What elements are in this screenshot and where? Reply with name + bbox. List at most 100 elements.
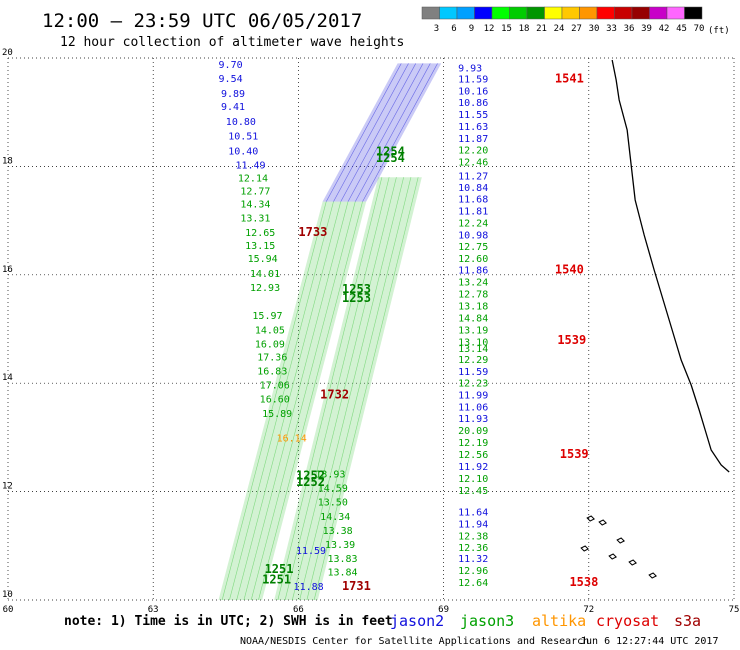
pass-time-label: 1540 bbox=[555, 263, 584, 277]
legend-entry-jason3: jason3 bbox=[460, 612, 514, 630]
pass-time-label: 1733 bbox=[298, 225, 327, 239]
color-scale-swatch bbox=[614, 6, 633, 20]
track-line bbox=[299, 177, 404, 601]
swh-value: 12.19 bbox=[458, 438, 488, 449]
island-shape bbox=[598, 519, 608, 526]
swh-value: 12.56 bbox=[458, 450, 488, 461]
swh-value: 12.36 bbox=[458, 543, 488, 554]
island-shape bbox=[616, 537, 626, 544]
color-scale-swatch bbox=[579, 6, 598, 20]
swh-value: 16.83 bbox=[257, 367, 287, 378]
footer-timestamp: Jun 6 12:27:44 UTC 2017 bbox=[580, 636, 718, 647]
track-line bbox=[284, 177, 390, 601]
color-scale-label: 70 bbox=[694, 24, 705, 34]
swh-value: 12.29 bbox=[458, 355, 488, 366]
track-line bbox=[229, 201, 334, 601]
swh-value: 9.89 bbox=[221, 89, 245, 100]
color-scale-label: 9 bbox=[469, 24, 474, 34]
track-line bbox=[313, 177, 419, 601]
swh-value: 11.92 bbox=[458, 462, 488, 473]
swh-value: 12.46 bbox=[458, 157, 488, 168]
swh-value: 12.65 bbox=[245, 228, 275, 239]
color-scale-swatch bbox=[421, 6, 440, 20]
swh-value: 11.64 bbox=[458, 507, 488, 518]
swh-value: 12.96 bbox=[458, 566, 488, 577]
swh-value: 13.10 bbox=[458, 337, 488, 348]
swh-value: 13.93 bbox=[315, 470, 345, 481]
y-tick-label: 16 bbox=[2, 265, 13, 275]
swh-value: 11.99 bbox=[458, 390, 488, 401]
swh-value: 13.24 bbox=[458, 278, 488, 289]
grid-lines bbox=[7, 57, 735, 601]
track-line bbox=[221, 201, 327, 601]
color-scale-swatch bbox=[526, 6, 545, 20]
data-points: 9.70 9.54 9.89 9.41 10.80 10.51 10.40 11.49 11.8… bbox=[219, 60, 599, 593]
color-scale-label: 21 bbox=[536, 24, 547, 34]
swh-value: 11.63 bbox=[458, 122, 488, 133]
pass-time-label: 1252 bbox=[296, 475, 325, 489]
swh-value: 11.59 bbox=[296, 546, 326, 557]
swh-value: 13.15 bbox=[245, 241, 275, 252]
track-line bbox=[340, 63, 417, 202]
swh-value: 12.78 bbox=[458, 290, 488, 301]
pass-time-label: 1251 bbox=[265, 562, 294, 576]
swh-value: 12.14 bbox=[238, 174, 268, 185]
color-scale-swatch bbox=[456, 6, 475, 20]
color-scale-swatch bbox=[561, 6, 580, 20]
color-scale-label: 39 bbox=[641, 24, 652, 34]
swh-value: 10.86 bbox=[458, 98, 488, 109]
x-tick-label: 63 bbox=[148, 605, 159, 615]
legend-entry-s3a: s3a bbox=[674, 612, 701, 630]
swh-value: 11.32 bbox=[458, 554, 488, 565]
island-shape bbox=[628, 559, 638, 566]
color-scale-swatch bbox=[474, 6, 493, 20]
track-bands bbox=[218, 63, 442, 601]
track-line bbox=[325, 63, 402, 202]
color-scale: 3 6 9 12 15 18 21 24 27 30 33 36 39 42 45 70 bbox=[421, 6, 705, 34]
x-tick-label: 69 bbox=[438, 605, 449, 615]
color-scale-swatch bbox=[684, 6, 703, 20]
coastline-path bbox=[611, 59, 730, 473]
track-line bbox=[355, 63, 431, 202]
swh-value: 12.38 bbox=[458, 531, 488, 542]
y-tick-label: 20 bbox=[2, 48, 13, 58]
pass-time-label: 1539 bbox=[557, 333, 586, 347]
swh-value: 12.24 bbox=[458, 219, 488, 230]
island-shape bbox=[648, 572, 658, 579]
swh-value: 13.14 bbox=[458, 344, 488, 355]
island-shape bbox=[580, 545, 590, 552]
swh-value: 9.41 bbox=[221, 102, 245, 113]
swh-value: 11.88 bbox=[294, 582, 324, 593]
swh-value: 16.60 bbox=[260, 395, 290, 406]
color-scale-label: 24 bbox=[554, 24, 565, 34]
x-tick-label: 66 bbox=[293, 605, 304, 615]
swh-value: 14.01 bbox=[250, 269, 280, 280]
swh-value: 14.05 bbox=[255, 325, 285, 336]
swh-value: 15.89 bbox=[262, 409, 292, 420]
pass-time-label: 1732 bbox=[320, 387, 349, 401]
swh-value: 14.59 bbox=[318, 484, 348, 495]
x-tick-label: 60 bbox=[3, 605, 14, 615]
track-line bbox=[277, 177, 383, 601]
swh-value: 10.51 bbox=[228, 131, 258, 142]
swh-value: 10.84 bbox=[458, 183, 488, 194]
pass-time-label: 1541 bbox=[555, 71, 584, 85]
color-scale-swatch bbox=[544, 6, 563, 20]
swh-value: 11.93 bbox=[458, 414, 488, 425]
track-line bbox=[333, 63, 409, 202]
swh-value: 17.06 bbox=[260, 381, 290, 392]
color-scale-swatch bbox=[439, 6, 458, 20]
swh-value: 11.86 bbox=[458, 266, 488, 277]
color-scale-label: 30 bbox=[589, 24, 600, 34]
pass-time-label: 1539 bbox=[560, 447, 589, 461]
color-scale-unit: (ft) bbox=[708, 26, 730, 36]
swh-value: 13.38 bbox=[323, 526, 353, 537]
swh-value: 10.98 bbox=[458, 230, 488, 241]
track-line bbox=[362, 63, 438, 202]
swh-value: 11.55 bbox=[458, 110, 488, 121]
swh-value: 11.87 bbox=[458, 134, 488, 145]
color-scale-swatch bbox=[491, 6, 510, 20]
island-shape bbox=[586, 515, 596, 522]
swh-value: 17.36 bbox=[257, 352, 287, 363]
